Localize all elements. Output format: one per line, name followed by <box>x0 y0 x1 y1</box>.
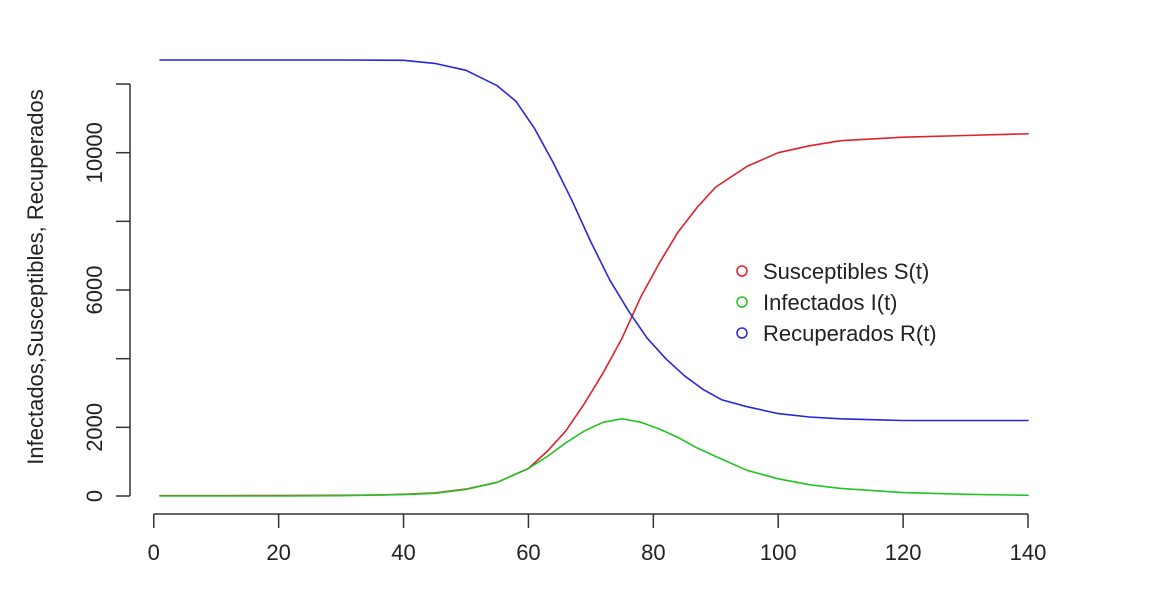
series-line-2 <box>159 59 1029 422</box>
axes: 0 20 40 60 80 100 120 140 0 2000 6000 10000 <box>82 83 1047 565</box>
legend-marker <box>736 296 748 308</box>
x-tick-label: 100 <box>760 540 797 565</box>
series-line-0 <box>159 133 1029 497</box>
legend-label: Infectados I(t) <box>763 290 898 315</box>
y-tick-label: 0 <box>82 490 107 502</box>
x-tick-label: 20 <box>266 540 290 565</box>
legend: Susceptibles S(t) Infectados I(t) Recupera… <box>736 259 937 346</box>
legend-label: Susceptibles S(t) <box>763 259 929 284</box>
series-line-1 <box>159 418 1029 497</box>
legend-marker <box>736 327 748 339</box>
y-axis-title: Infectados,Susceptibles, Recuperados <box>23 89 48 464</box>
y-tick-label: 10000 <box>82 122 107 183</box>
x-tick-label: 120 <box>885 540 922 565</box>
x-tick-label: 80 <box>641 540 665 565</box>
series-layer <box>159 59 1029 497</box>
x-tick-label: 0 <box>148 540 160 565</box>
x-tick-label: 140 <box>1010 540 1047 565</box>
legend-label: Recuperados R(t) <box>763 321 937 346</box>
legend-marker <box>736 265 748 277</box>
x-tick-label: 60 <box>516 540 540 565</box>
y-tick-label: 6000 <box>82 266 107 315</box>
x-tick-label: 40 <box>391 540 415 565</box>
y-tick-label: 2000 <box>82 403 107 452</box>
